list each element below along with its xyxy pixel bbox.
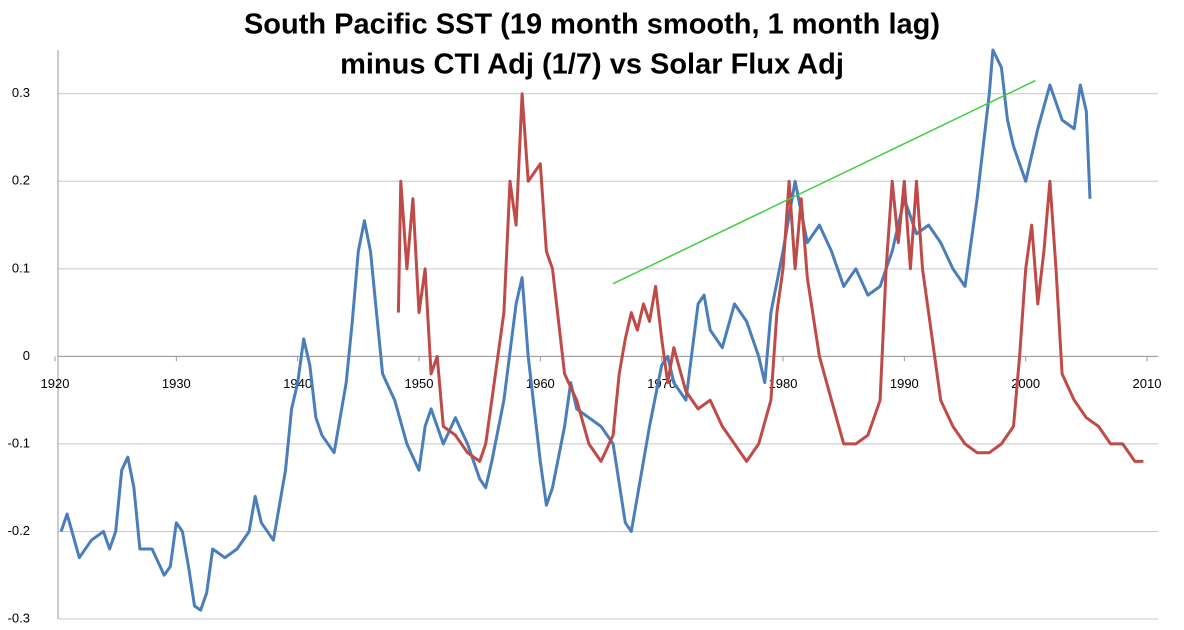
x-tick-label: 1950 (405, 376, 434, 391)
y-tick-label: -0.3 (8, 610, 30, 625)
y-tick-label: 0.1 (12, 260, 30, 275)
x-tick-label: 1990 (890, 376, 919, 391)
x-tick-label: 2010 (1133, 376, 1162, 391)
chart-title: minus CTI Adj (1/7) vs Solar Flux Adj (340, 49, 844, 81)
series-line (396, 92, 1144, 463)
x-tick-label: 1920 (41, 376, 70, 391)
series-line (59, 48, 1092, 612)
y-tick-label: 0.3 (12, 85, 30, 100)
y-tick-label: 0.2 (12, 173, 30, 188)
y-tick-label: 0 (23, 348, 30, 363)
y-tick-label: -0.2 (8, 523, 30, 538)
chart-title: South Pacific SST (19 month smooth, 1 mo… (244, 9, 940, 41)
series-line (612, 79, 1036, 285)
x-tick-label: 1980 (769, 376, 798, 391)
y-tick-label: -0.1 (8, 435, 30, 450)
x-tick-label: 1930 (162, 376, 191, 391)
